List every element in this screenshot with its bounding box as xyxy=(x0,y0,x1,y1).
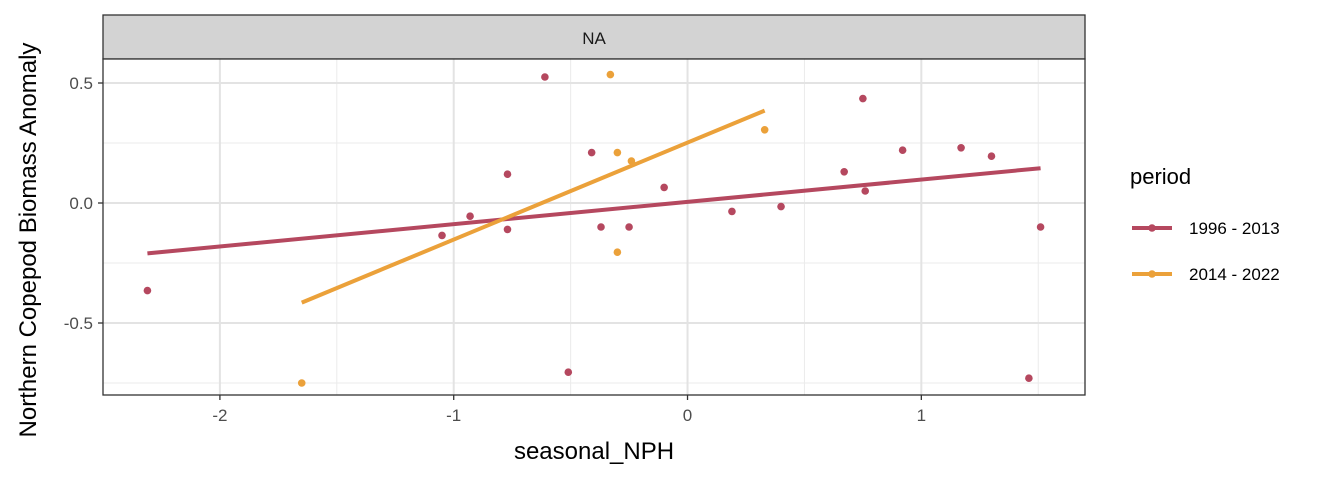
data-point xyxy=(587,148,596,157)
data-point xyxy=(957,144,965,152)
data-point xyxy=(438,231,446,240)
legend-label: 2014 - 2022 xyxy=(1189,265,1280,284)
data-point xyxy=(1025,374,1033,383)
legend-title: period xyxy=(1130,164,1191,189)
data-point xyxy=(859,94,867,103)
legend-key-point xyxy=(1148,270,1156,278)
legend-key-point xyxy=(1148,224,1156,232)
data-points xyxy=(143,70,1045,387)
data-point xyxy=(760,126,769,134)
data-point xyxy=(541,73,549,81)
fit-line xyxy=(147,166,1041,256)
legend: period 1996 - 2013 2014 - 2022 xyxy=(1130,164,1280,284)
data-point xyxy=(625,223,633,231)
data-point xyxy=(627,157,636,165)
data-point xyxy=(777,202,785,211)
data-point xyxy=(297,379,306,387)
x-tick-label: 0 xyxy=(683,406,692,425)
facet-strip xyxy=(102,14,1086,60)
plot-panel-border xyxy=(102,58,1086,396)
y-axis: -0.5 0.0 0.5 xyxy=(64,74,103,333)
y-axis-title: Northern Copepod Biomass Anomaly xyxy=(15,43,42,438)
data-point xyxy=(613,248,622,256)
data-point xyxy=(606,70,615,79)
legend-label: 1996 - 2013 xyxy=(1189,219,1280,238)
x-tick-label: -1 xyxy=(446,406,461,425)
y-tick-label: -0.5 xyxy=(64,314,93,333)
data-point xyxy=(898,146,907,154)
data-point xyxy=(143,286,152,295)
plot-panel xyxy=(103,59,1085,395)
data-point xyxy=(503,170,512,178)
data-point xyxy=(840,168,848,176)
x-axis: -2 -1 0 1 xyxy=(212,395,926,425)
data-point xyxy=(660,183,668,192)
x-axis-title: seasonal_NPH xyxy=(514,438,674,465)
data-point xyxy=(861,187,870,195)
grid-lines xyxy=(103,59,1085,395)
data-point xyxy=(503,225,512,234)
data-point xyxy=(564,368,573,377)
x-tick-label: -2 xyxy=(212,406,227,425)
facet-strip-label: NA xyxy=(582,29,606,48)
data-point xyxy=(1036,223,1045,231)
data-point xyxy=(466,212,474,220)
fit-lines xyxy=(147,108,1041,305)
data-point xyxy=(987,152,996,160)
data-point xyxy=(613,148,622,157)
x-tick-label: 1 xyxy=(917,406,926,425)
data-point xyxy=(597,223,605,231)
fit-line xyxy=(300,108,766,305)
y-tick-label: 0.5 xyxy=(69,74,93,93)
y-tick-label: 0.0 xyxy=(69,194,93,213)
data-point xyxy=(728,207,736,216)
